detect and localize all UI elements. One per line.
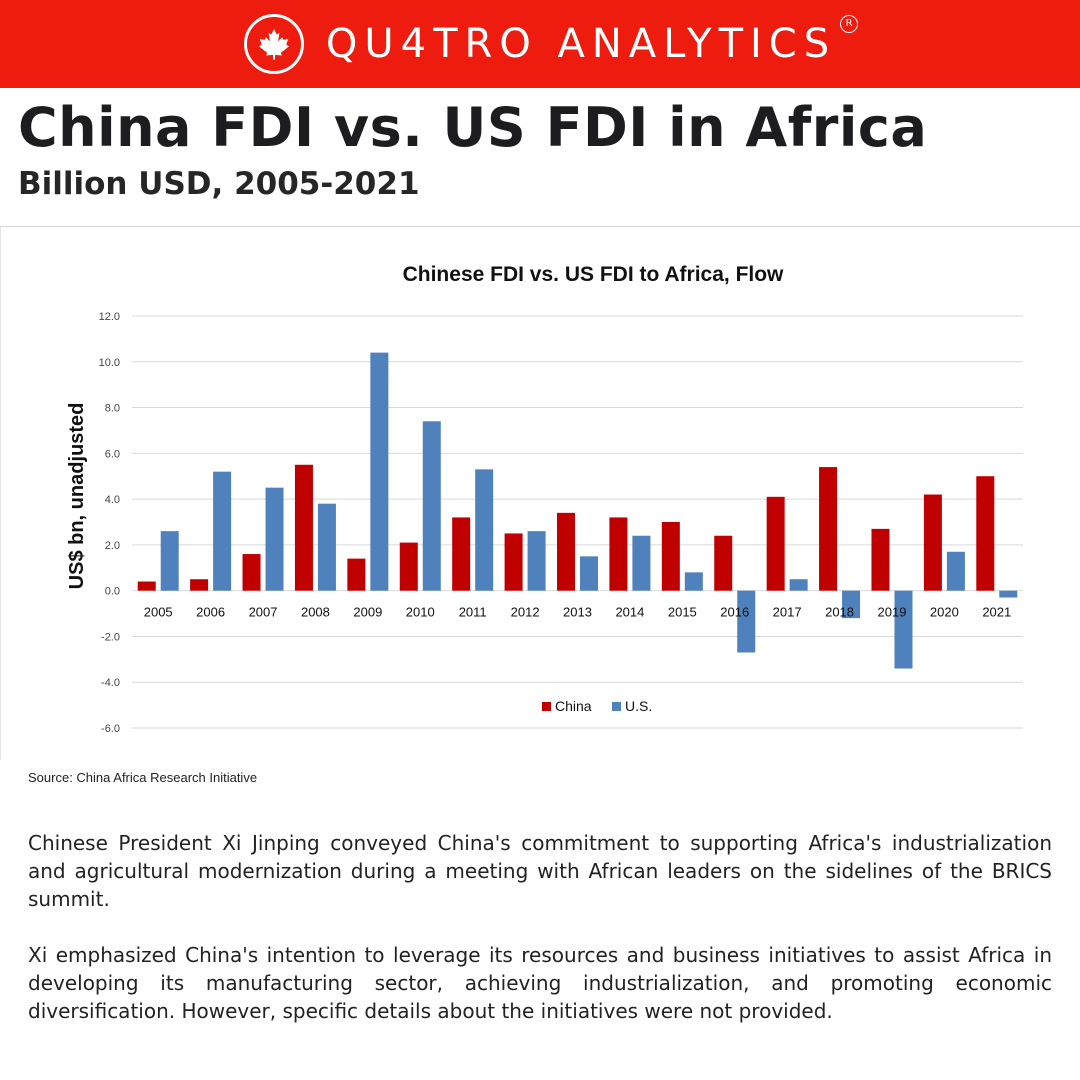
page-title: China FDI vs. US FDI in Africa (18, 96, 928, 159)
bar-us (527, 531, 546, 591)
bar-china (504, 533, 523, 591)
x-tick-label: 2011 (459, 605, 487, 620)
bar-china (923, 494, 942, 591)
bar-us (737, 590, 756, 653)
x-tick-label: 2018 (825, 605, 854, 620)
bar-us (213, 471, 232, 591)
bar-china (347, 558, 366, 591)
bar-china (609, 517, 628, 591)
x-tick-label: 2020 (930, 605, 959, 620)
bar-china (819, 467, 838, 591)
bar-china (242, 554, 261, 591)
bar-china (557, 512, 575, 591)
y-tick-label: -6.0 (101, 723, 120, 735)
chart-title: Chinese FDI vs. US FDI to Africa, Flow (403, 263, 784, 286)
source-note: Source: China Africa Research Initiative (28, 770, 258, 785)
y-tick-label: -2.0 (101, 631, 120, 643)
bar-chart: Chinese FDI vs. US FDI to Africa, Flow 12… (66, 263, 1023, 735)
x-tick-label: 2013 (563, 605, 592, 620)
bar-china (452, 517, 471, 591)
x-tick-label: 2012 (511, 605, 540, 620)
x-tick-label: 2008 (301, 605, 330, 620)
bar-us (370, 352, 389, 591)
bar-us (475, 469, 494, 591)
bar-us (580, 556, 598, 591)
y-tick-label: 8.0 (105, 403, 120, 415)
bar-us (422, 421, 441, 591)
brand-lockup: QU4TRO ANALYTICS R (243, 14, 859, 74)
chart-panel: Chinese FDI vs. US FDI to Africa, Flow 12… (0, 226, 1080, 760)
y-tick-label: 0.0 (105, 586, 120, 598)
y-axis-label: US$ bn, unadjusted (66, 403, 88, 590)
x-tick-label: 2019 (878, 605, 907, 620)
legend-swatch (542, 702, 551, 711)
x-tick-label: 2017 (773, 605, 802, 620)
y-tick-label: 12.0 (99, 311, 120, 323)
bar-us (160, 531, 179, 591)
bar-us (317, 503, 336, 591)
brand-banner: QU4TRO ANALYTICS R (0, 0, 1080, 88)
bar-us (894, 590, 913, 669)
bar-us (789, 579, 808, 591)
bar-china (871, 528, 890, 591)
bar-us (842, 590, 861, 619)
x-tick-label: 2015 (668, 605, 697, 620)
x-tick-label: 2005 (144, 605, 173, 620)
bar-us (632, 535, 651, 591)
bar-china (766, 496, 785, 591)
bar-china (661, 522, 680, 591)
x-tick-label: 2009 (353, 605, 382, 620)
x-tick-label: 2006 (196, 605, 225, 620)
bar-china (137, 581, 156, 591)
y-tick-label: 2.0 (105, 540, 120, 552)
bar-china (976, 476, 995, 591)
x-tick-label: 2007 (249, 605, 278, 620)
bar-us (265, 487, 284, 591)
bar-us (946, 551, 965, 591)
x-tick-label: 2021 (982, 605, 1011, 620)
legend-swatch (612, 702, 621, 711)
bar-china (399, 542, 418, 591)
x-tick-label: 2016 (720, 605, 749, 620)
y-tick-label: -4.0 (101, 677, 120, 689)
bar-us (999, 590, 1018, 598)
bar-china (714, 535, 733, 591)
maple-leaf-logo-icon (243, 14, 304, 74)
legend-label: China (555, 698, 592, 714)
y-tick-label: 6.0 (105, 448, 120, 460)
body-paragraph-1: Chinese President Xi Jinping conveyed Ch… (28, 831, 1052, 911)
body-paragraph-2: Xi emphasized China's intention to lever… (28, 943, 1052, 1023)
y-tick-label: 4.0 (105, 494, 120, 506)
brand-name: QU4TRO ANALYTICS R (325, 15, 859, 67)
legend-label: U.S. (625, 698, 652, 714)
registered-mark: R (840, 15, 859, 33)
x-tick-label: 2014 (615, 605, 644, 620)
bar-china (190, 579, 209, 591)
y-tick-label: 10.0 (99, 357, 120, 369)
bar-us (684, 572, 703, 591)
page-subtitle: Billion USD, 2005-2021 (18, 166, 420, 202)
bar-china (294, 464, 313, 591)
x-tick-label: 2010 (406, 605, 435, 620)
brand-name-text: QU4TRO ANALYTICS (325, 21, 837, 67)
